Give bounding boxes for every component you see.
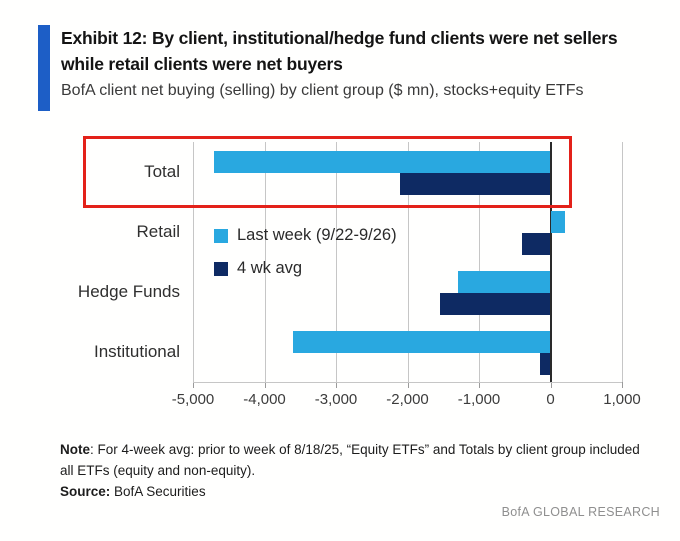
chart-subtitle: BofA client net buying (selling) by clie… <box>61 81 584 99</box>
legend-label: Last week (9/22-9/26) <box>237 226 397 244</box>
gridline <box>193 142 194 382</box>
bar <box>214 151 551 173</box>
x-tick-label: 0 <box>546 391 555 408</box>
source-label: Source: <box>60 483 111 499</box>
bar <box>457 271 551 293</box>
legend-swatch <box>214 228 228 243</box>
chart-legend: Last week (9/22-9/26) 4 wk avg <box>214 219 397 285</box>
brand-text: BofA GLOBAL RESEARCH <box>501 505 660 519</box>
exhibit-title: Exhibit 12: By client, institutional/hed… <box>61 28 618 75</box>
x-tick-label: -3,000 <box>314 391 358 408</box>
bar <box>439 293 551 315</box>
axis-tick <box>336 382 337 388</box>
zero-axis-line <box>549 142 552 382</box>
axis-tick <box>479 382 480 388</box>
axis-tick <box>622 382 623 388</box>
gridline <box>407 142 409 382</box>
x-tick-label: -4,000 <box>243 391 286 408</box>
gridline <box>264 142 266 382</box>
axis-tick <box>264 382 266 388</box>
x-tick-label: -5,000 <box>171 391 215 408</box>
gridline <box>479 142 480 382</box>
gridline <box>622 142 623 382</box>
bar <box>400 173 551 195</box>
plot-area <box>193 142 623 388</box>
legend-swatch <box>214 261 228 276</box>
category-label: Hedge Funds <box>77 282 180 301</box>
bar <box>550 211 565 233</box>
x-tick-label: 1,000 <box>603 391 641 408</box>
total-row-highlight <box>83 136 572 208</box>
gridline <box>336 142 337 382</box>
category-label: Institutional <box>94 342 180 361</box>
note-label: Note <box>60 442 90 457</box>
axis-tick <box>193 382 194 388</box>
axis-baseline <box>193 382 622 383</box>
title-accent-bar <box>38 25 50 111</box>
axis-tick <box>550 382 552 388</box>
legend-item: Last week (9/22-9/26) <box>214 219 397 252</box>
legend-item: 4 wk avg <box>214 252 397 285</box>
bar <box>521 233 551 255</box>
category-label: Retail <box>136 222 180 241</box>
category-label: Total <box>144 162 180 181</box>
note-text: Note: For 4-week avg: prior to week of 8… <box>60 442 640 478</box>
legend-label: 4 wk avg <box>237 259 303 277</box>
x-tick-label: -2,000 <box>386 391 429 408</box>
axis-tick <box>407 382 409 388</box>
header: Exhibit 12: By client, institutional/hed… <box>61 25 662 101</box>
source-text: Source: BofA Securities <box>60 483 206 499</box>
x-tick-label: -1,000 <box>457 391 501 408</box>
footnote: Note: For 4-week avg: prior to week of 8… <box>60 440 648 503</box>
bar <box>293 331 551 353</box>
bar <box>539 353 551 375</box>
